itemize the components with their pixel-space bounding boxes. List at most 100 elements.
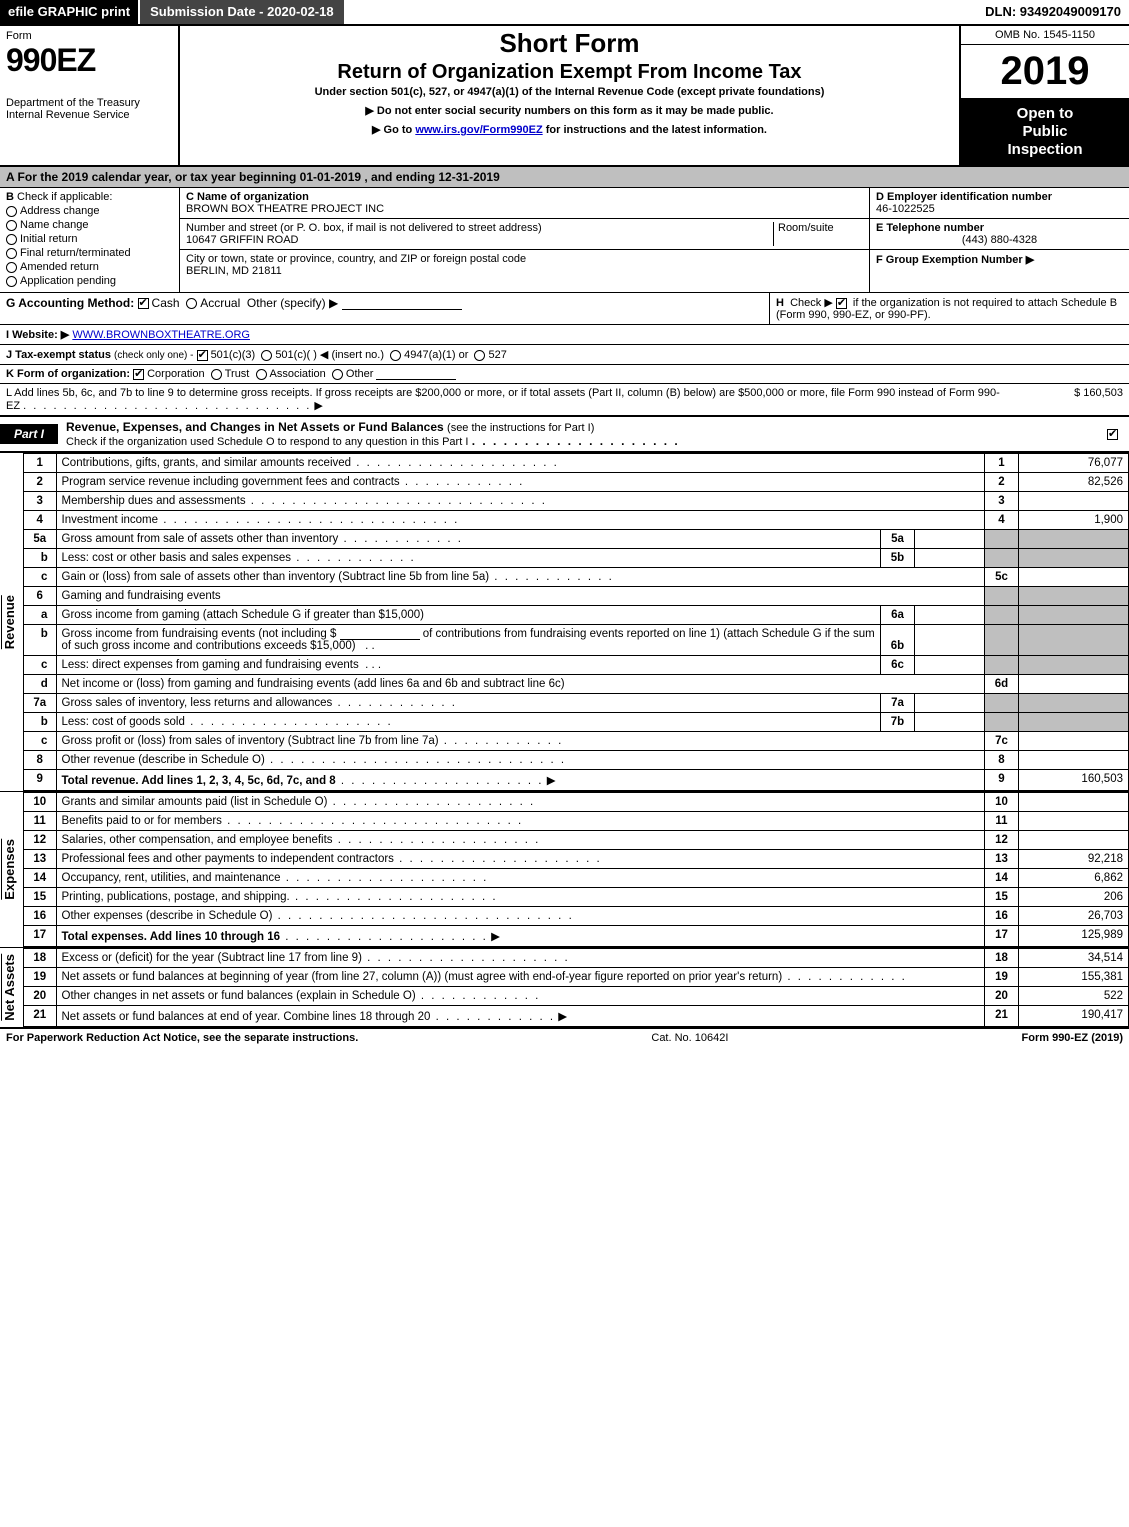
page-footer: For Paperwork Reduction Act Notice, see … — [0, 1027, 1129, 1047]
line-20-dots — [416, 990, 541, 1002]
line-5b-desc: Less: cost or other basis and sales expe… — [62, 552, 292, 564]
k-assoc-checkbox[interactable] — [256, 369, 267, 380]
line-17-val: 125,989 — [1019, 926, 1129, 947]
line-6d-desc: Net income or (loss) from gaming and fun… — [56, 675, 985, 694]
line-5c-rnum: 5c — [985, 568, 1019, 587]
check-if-applicable: Check if applicable: — [17, 191, 112, 203]
other-specify-blank[interactable] — [342, 298, 462, 310]
name-change-checkbox[interactable] — [6, 220, 17, 231]
line-19-rnum: 19 — [985, 968, 1019, 987]
irs-link[interactable]: www.irs.gov/Form990EZ — [415, 124, 542, 136]
line-2-val: 82,526 — [1019, 473, 1129, 492]
line-16-num: 16 — [24, 907, 56, 926]
amended-return-label: Amended return — [20, 261, 99, 273]
initial-return-checkbox[interactable] — [6, 234, 17, 245]
b-label: B — [6, 191, 14, 203]
expenses-section: Expenses 10 Grants and similar amounts p… — [0, 791, 1129, 947]
line-14-num: 14 — [24, 869, 56, 888]
line-2: 2 Program service revenue including gove… — [24, 473, 1129, 492]
efile-print-label[interactable]: efile GRAPHIC print — [0, 0, 138, 24]
line-5a: 5a Gross amount from sale of assets othe… — [24, 530, 1129, 549]
k-corp-checkbox[interactable] — [133, 369, 144, 380]
accrual-label: Accrual — [200, 296, 240, 310]
line-6c-mid: 6c — [881, 656, 915, 675]
line-17-dots — [280, 931, 488, 943]
line-7c-val — [1019, 732, 1129, 751]
row-g: G Accounting Method: Cash Accrual Other … — [0, 293, 769, 324]
line-5b-mid: 5b — [881, 549, 915, 568]
netassets-vlabel-cell: Net Assets — [0, 948, 24, 1027]
ssn-notice: ▶ Do not enter social security numbers o… — [186, 104, 953, 117]
j-501c-checkbox[interactable] — [261, 350, 272, 361]
line-7c-desc: Gross profit or (loss) from sales of inv… — [62, 735, 439, 747]
application-pending-checkbox[interactable] — [6, 276, 17, 287]
line-18-num: 18 — [24, 949, 56, 968]
line-9-desc: Total revenue. Add lines 1, 2, 3, 4, 5c,… — [62, 775, 336, 787]
line-5c-val — [1019, 568, 1129, 587]
k-other-blank[interactable] — [376, 368, 456, 380]
k-corp-label: Corporation — [147, 368, 204, 380]
h-checkbox[interactable] — [836, 298, 847, 309]
line-10-num: 10 — [24, 793, 56, 812]
j-label: J Tax-exempt status — [6, 349, 111, 361]
line-20-desc: Other changes in net assets or fund bala… — [62, 990, 416, 1002]
h-text3: (Form 990, 990-EZ, or 990-PF). — [776, 309, 931, 321]
line-13-desc: Professional fees and other payments to … — [62, 853, 394, 865]
line-14: 14 Occupancy, rent, utilities, and maint… — [24, 869, 1129, 888]
line-6-rshade — [985, 587, 1019, 606]
k-trust-checkbox[interactable] — [211, 369, 222, 380]
header-right: OMB No. 1545-1150 2019 Open to Public In… — [959, 26, 1129, 165]
org-name: BROWN BOX THEATRE PROJECT INC — [186, 203, 384, 215]
j-501c3-checkbox[interactable] — [197, 350, 208, 361]
line-9: 9 Total revenue. Add lines 1, 2, 3, 4, 5… — [24, 770, 1129, 791]
accrual-checkbox[interactable] — [186, 298, 197, 309]
h-label: H — [776, 297, 784, 309]
line-15-dots — [290, 891, 498, 903]
line-5a-dots — [338, 533, 463, 545]
line-13-rnum: 13 — [985, 850, 1019, 869]
revenue-section: Revenue 1 Contributions, gifts, grants, … — [0, 452, 1129, 791]
address-change-label: Address change — [20, 205, 100, 217]
line-3-rnum: 3 — [985, 492, 1019, 511]
schedule-o-checkbox[interactable] — [1107, 429, 1118, 440]
line-6b-blank[interactable] — [340, 628, 420, 640]
j-4947-checkbox[interactable] — [390, 350, 401, 361]
j-501c3-label: 501(c)(3) — [211, 349, 256, 361]
k-trust-label: Trust — [225, 368, 250, 380]
line-3-dots — [246, 495, 547, 507]
line-6b-midval — [915, 625, 985, 656]
line-6-num: 6 — [24, 587, 56, 606]
amended-return-checkbox[interactable] — [6, 262, 17, 273]
line-18-val: 34,514 — [1019, 949, 1129, 968]
line-11-dots — [222, 815, 523, 827]
line-9-num: 9 — [24, 770, 56, 791]
line-17: 17 Total expenses. Add lines 10 through … — [24, 926, 1129, 947]
line-14-val: 6,862 — [1019, 869, 1129, 888]
line-20-val: 522 — [1019, 987, 1129, 1006]
website-link[interactable]: WWW.BROWNBOXTHEATRE.ORG — [72, 329, 250, 341]
line-4-val: 1,900 — [1019, 511, 1129, 530]
line-13-dots — [394, 853, 602, 865]
line-9-rnum: 9 — [985, 770, 1019, 791]
final-return-checkbox[interactable] — [6, 248, 17, 259]
j-527-checkbox[interactable] — [474, 350, 485, 361]
part-1-title: Revenue, Expenses, and Changes in Net As… — [58, 417, 1099, 451]
line-6a-rvalshade — [1019, 606, 1129, 625]
street-value: 10647 GRIFFIN ROAD — [186, 234, 298, 246]
line-16-rnum: 16 — [985, 907, 1019, 926]
line-17-num: 17 — [24, 926, 56, 947]
line-3-num: 3 — [24, 492, 56, 511]
initial-return-label: Initial return — [20, 233, 77, 245]
line-7a-num: 7a — [24, 694, 56, 713]
line-6d-rnum: 6d — [985, 675, 1019, 694]
line-5a-num: 5a — [24, 530, 56, 549]
i-website-label: I Website: ▶ — [6, 329, 69, 341]
line-12-dots — [333, 834, 541, 846]
line-16: 16 Other expenses (describe in Schedule … — [24, 907, 1129, 926]
row-g-h: G Accounting Method: Cash Accrual Other … — [0, 293, 1129, 325]
address-change-checkbox[interactable] — [6, 206, 17, 217]
d-ein-label: D Employer identification number — [876, 191, 1052, 203]
k-other-checkbox[interactable] — [332, 369, 343, 380]
other-specify-label: Other (specify) ▶ — [247, 296, 338, 310]
cash-checkbox[interactable] — [138, 298, 149, 309]
